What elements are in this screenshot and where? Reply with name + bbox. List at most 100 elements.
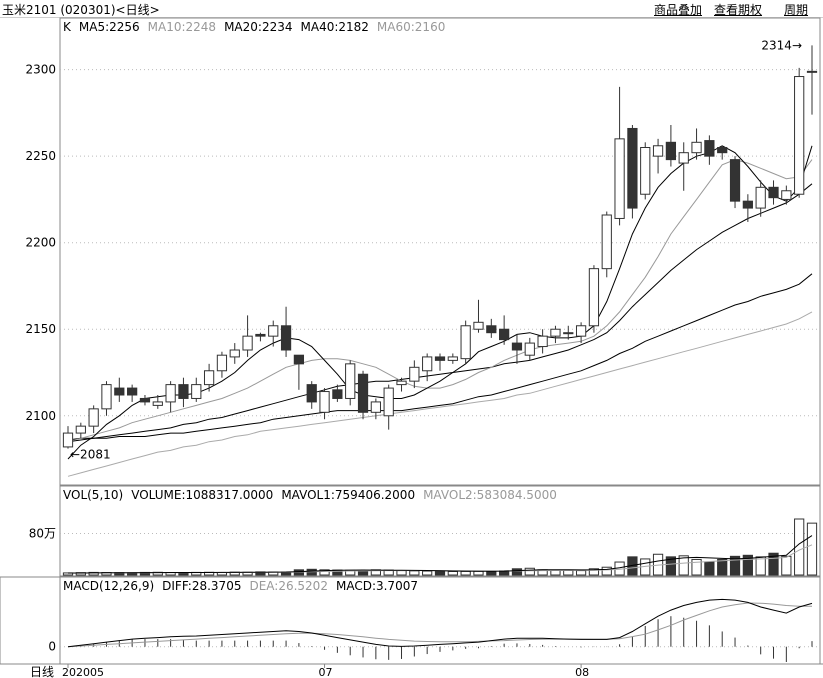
candle [486,325,497,334]
volume-bar [742,554,753,576]
volume-bar [768,552,779,576]
volume-bar [409,570,420,576]
candle [550,328,561,337]
price-panel-frame [59,17,821,486]
candle [75,425,86,434]
overlay-commodity-link[interactable]: 商品叠加 [654,3,703,17]
candle [563,332,574,335]
instrument-title: 玉米2101 (020301)<日线> [2,3,160,17]
low-price-label: ←2081 [70,448,111,462]
volume-bar [511,568,523,576]
candle [293,354,305,365]
candle [101,384,112,410]
price-legend-item: MA40:2182 [301,20,369,34]
candle [627,127,638,209]
ma5-line [67,145,813,460]
price-tick-label: 2200 [25,236,56,250]
candle [511,342,523,351]
price-tick-label: 2250 [25,149,56,163]
volume-bar [396,570,407,576]
candle [242,335,253,351]
volume-tick-label: 80万 [29,527,56,541]
candle [652,145,664,157]
volume-bar [704,561,715,576]
candle [306,384,317,403]
volume-bar [575,570,587,576]
candle [216,354,228,372]
volume-legend-item: MAVOL2:583084.5000 [423,488,557,502]
view-options-link[interactable]: 查看期权 [714,3,763,17]
candle [319,391,330,413]
candle [165,384,176,403]
candle [191,384,202,399]
volume-bar [524,567,535,576]
candle [114,387,125,396]
candle [447,356,458,361]
price-legend-item: MA20:2234 [224,20,292,34]
candle [768,186,779,199]
volume-bar [434,570,446,576]
high-price-label: 2314→ [761,38,802,52]
candle [229,349,240,358]
candle [255,333,266,337]
volume-bar [665,556,677,576]
price-tick-label: 2100 [25,409,56,423]
volume-bar [563,569,574,576]
volume-bar [319,569,330,576]
candle [665,141,677,161]
price-legend-item: MA10:2248 [148,20,216,34]
price-tick-label: 2150 [25,322,56,336]
candle [575,325,587,337]
volume-legend-item: VOLUME:1088317.0000 [131,488,273,502]
volume-bar [588,568,600,576]
volume-bar [460,570,471,576]
candle [62,432,74,448]
macd-zero-label: 0 [48,640,56,654]
volume-bar [473,570,484,576]
ma20-line [67,183,813,443]
macd-legend-item: DIFF:28.3705 [162,579,241,593]
candle [717,147,728,154]
price-legend-item: MA5:2256 [79,20,140,34]
candle [742,200,753,209]
candle [152,401,163,406]
volume-bar [691,558,702,576]
volume-legend-item: MAVOL1:759406.2000 [281,488,415,502]
candle [524,342,535,356]
candle [691,141,702,154]
volume-legend-item: VOL(5,10) [63,488,123,502]
candle [280,325,292,351]
period-link[interactable]: 周期 [784,3,809,17]
diff-line [67,598,813,648]
macd-legend-item: MACD:3.7007 [336,579,418,593]
candle [806,70,818,73]
volume-bar [678,555,689,576]
candle [203,370,215,386]
candle [781,190,792,200]
candle [434,356,446,361]
volume-bar [794,518,805,576]
macd-legend-item: MACD(12,26,9) [63,579,154,593]
candle [537,335,548,348]
candle [88,408,99,427]
ma40-line [67,273,813,441]
x-tick-label: 08 [575,666,589,678]
candle [370,401,381,413]
volume-bar [806,522,818,576]
candle [614,138,625,219]
candle [409,366,420,382]
candle [178,384,189,399]
candle [422,356,433,372]
volume-bar [755,556,766,576]
macd-legend-item: DEA:26.5202 [249,579,328,593]
candle [139,397,151,403]
volume-bar [717,558,728,576]
candle [268,325,279,337]
candle [127,387,138,396]
candle [460,325,471,360]
candle [794,76,805,195]
candle [729,159,741,202]
candle [357,373,369,413]
volume-panel-frame [59,485,821,577]
